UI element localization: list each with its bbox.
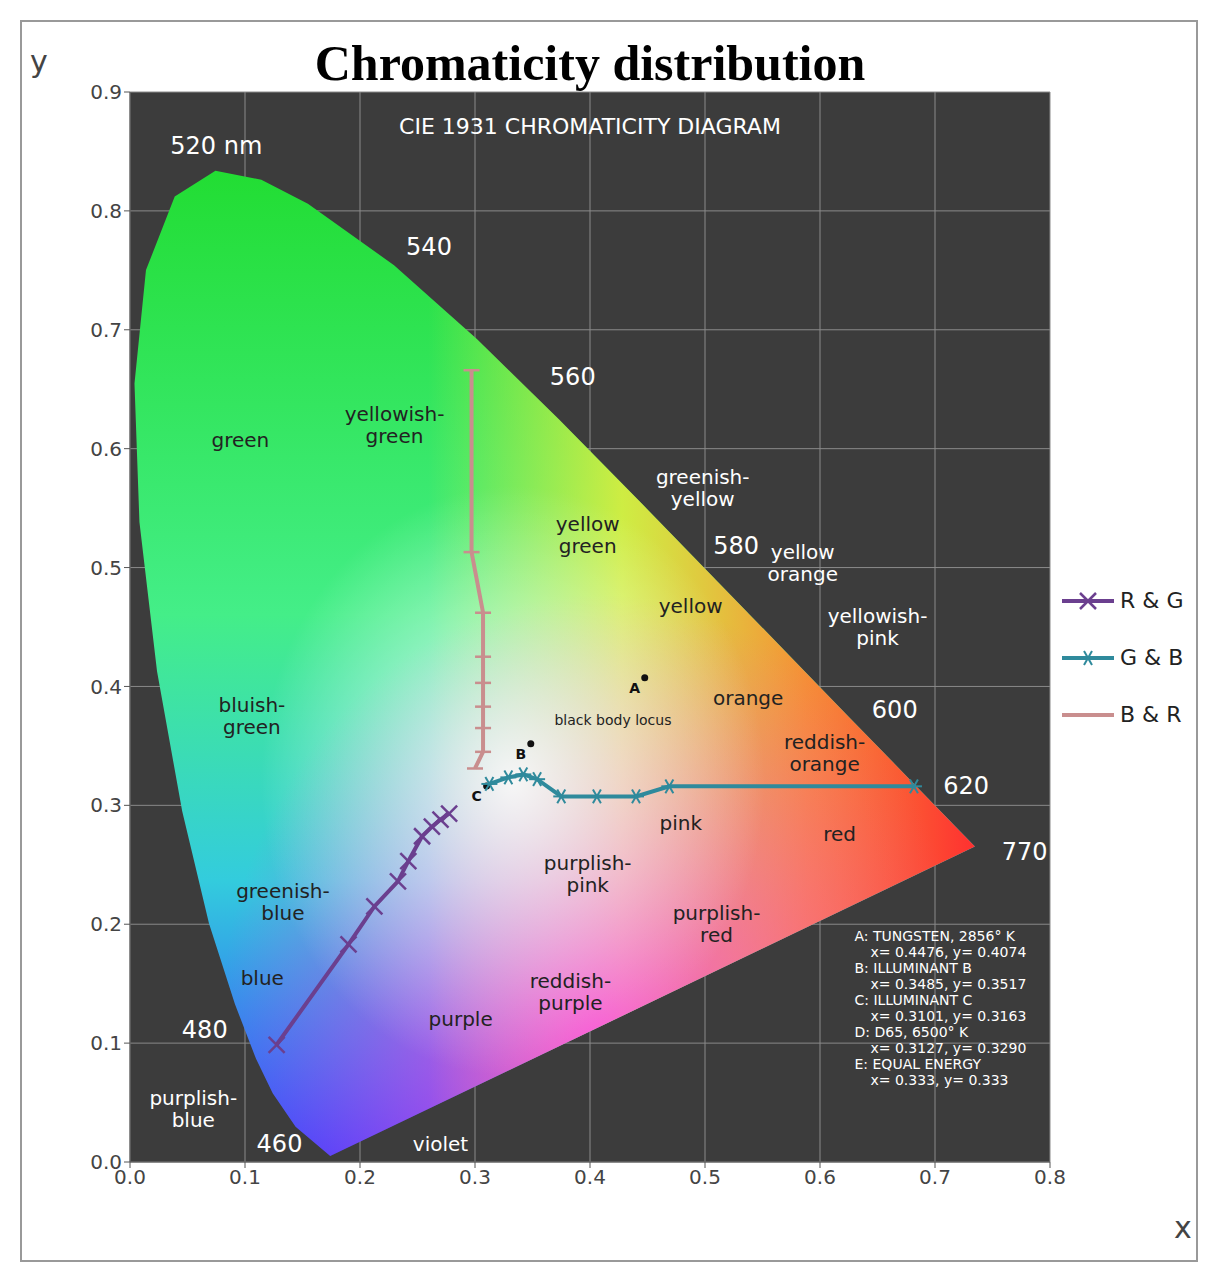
svg-text:540: 540 <box>406 233 452 261</box>
svg-text:0.7: 0.7 <box>919 1165 951 1189</box>
html-text:x= 0.4476, y= 0.4074: x= 0.4476, y= 0.4074 <box>870 944 1027 961</box>
svg-text:yellowish-pink: yellowish-pink <box>828 604 928 650</box>
html-text:x= 0.3101, y= 0.3163: x= 0.3101, y= 0.3163 <box>870 1008 1027 1025</box>
svg-text:yellowish-green: yellowish-green <box>345 402 445 448</box>
svg-text:C: C <box>471 788 481 804</box>
svg-text:0.5: 0.5 <box>689 1165 721 1189</box>
svg-text:yellowgreen: yellowgreen <box>556 512 620 558</box>
svg-text:black body locus: black body locus <box>554 712 671 728</box>
svg-text:0.4: 0.4 <box>574 1165 606 1189</box>
html-text:C: ILLUMINANT C: C: ILLUMINANT C <box>854 992 973 1009</box>
svg-text:0.0: 0.0 <box>90 1150 122 1174</box>
svg-text:0.1: 0.1 <box>229 1165 261 1189</box>
svg-text:purple: purple <box>429 1007 493 1031</box>
svg-text:560: 560 <box>550 363 596 391</box>
svg-text:bluish-green: bluish-green <box>219 693 286 739</box>
svg-text:reddish-purple: reddish-purple <box>530 969 611 1015</box>
svg-text:770: 770 <box>1002 838 1048 866</box>
html-text:Chromaticity distribution: Chromaticity distribution <box>314 35 866 91</box>
svg-text:460: 460 <box>257 1130 303 1158</box>
svg-text:480: 480 <box>182 1016 228 1044</box>
svg-text:0.8: 0.8 <box>90 199 122 223</box>
html-text:CIE 1931 CHROMATICITY DIAGRAM: CIE 1931 CHROMATICITY DIAGRAM <box>399 114 781 139</box>
svg-text:0.6: 0.6 <box>804 1165 836 1189</box>
svg-text:0.8: 0.8 <box>1034 1165 1066 1189</box>
svg-text:600: 600 <box>872 696 918 724</box>
svg-text:purplish-blue: purplish-blue <box>149 1086 237 1132</box>
html-text:y: y <box>30 44 48 79</box>
svg-text:0.2: 0.2 <box>344 1165 376 1189</box>
svg-text:violet: violet <box>413 1132 468 1156</box>
svg-text:0.1: 0.1 <box>90 1031 122 1055</box>
svg-text:0.5: 0.5 <box>90 556 122 580</box>
svg-text:0.7: 0.7 <box>90 318 122 342</box>
svg-text:reddish-orange: reddish-orange <box>784 730 865 776</box>
svg-text:620: 620 <box>943 772 989 800</box>
svg-text:580: 580 <box>713 532 759 560</box>
html-text:A: TUNGSTEN, 2856° K: A: TUNGSTEN, 2856° K <box>854 928 1015 945</box>
html-text:E: EQUAL ENERGY: E: EQUAL ENERGY <box>854 1056 981 1073</box>
svg-text:purplish-red: purplish-red <box>673 901 761 947</box>
svg-text:blue: blue <box>241 966 284 990</box>
html-text:x: x <box>1174 1210 1192 1245</box>
html-text:x= 0.3485, y= 0.3517: x= 0.3485, y= 0.3517 <box>870 976 1027 993</box>
html-text:x= 0.3127, y= 0.3290: x= 0.3127, y= 0.3290 <box>870 1040 1027 1057</box>
svg-text:red: red <box>823 822 856 846</box>
svg-text:0.2: 0.2 <box>90 912 122 936</box>
svg-text:0.4: 0.4 <box>90 675 122 699</box>
html-text:R & G: R & G <box>1120 588 1184 613</box>
svg-text:0.6: 0.6 <box>90 437 122 461</box>
svg-text:yelloworange: yelloworange <box>768 540 838 586</box>
html-text:G & B: G & B <box>1120 645 1184 670</box>
svg-text:0.9: 0.9 <box>90 80 122 104</box>
html-text:D: D65, 6500° K: D: D65, 6500° K <box>854 1024 969 1041</box>
svg-text:520 nm: 520 nm <box>170 132 262 160</box>
svg-text:A: A <box>629 680 640 696</box>
svg-text:greenish-blue: greenish-blue <box>236 879 330 925</box>
html-text:B & R: B & R <box>1120 702 1182 727</box>
svg-text:0.3: 0.3 <box>90 793 122 817</box>
svg-text:B: B <box>515 746 526 762</box>
html-text:x= 0.333, y= 0.333: x= 0.333, y= 0.333 <box>870 1072 1009 1089</box>
svg-text:greenish-yellow: greenish-yellow <box>656 465 750 511</box>
svg-text:purplish-pink: purplish-pink <box>544 851 632 897</box>
svg-text:pink: pink <box>660 811 703 835</box>
svg-text:green: green <box>212 428 270 452</box>
html-text:B: ILLUMINANT B: B: ILLUMINANT B <box>854 960 972 977</box>
svg-text:0.0: 0.0 <box>114 1165 146 1190</box>
svg-text:orange: orange <box>713 686 783 710</box>
svg-text:0.3: 0.3 <box>459 1165 491 1189</box>
svg-text:yellow: yellow <box>659 594 723 618</box>
